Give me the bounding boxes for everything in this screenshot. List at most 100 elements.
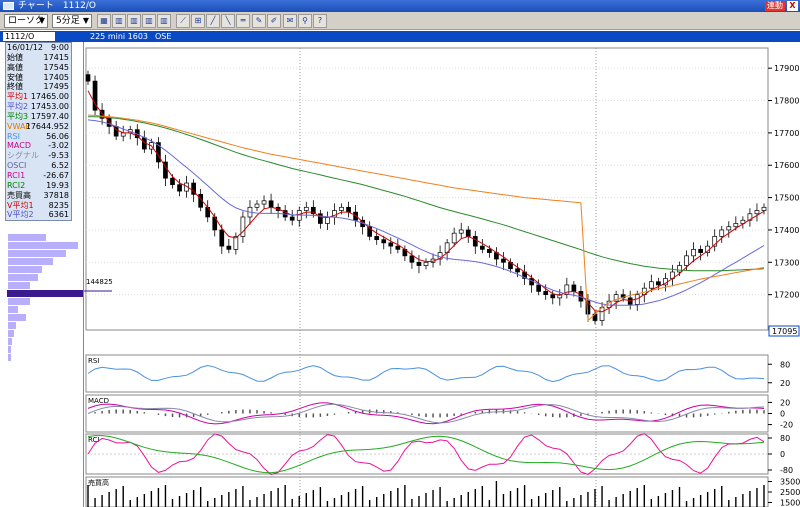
chart-icon[interactable]: ▥	[127, 14, 141, 28]
memo-icon[interactable]: ✉	[283, 14, 297, 28]
chart-icon[interactable]: ▥	[142, 14, 156, 28]
ohlc-label: RSI	[7, 131, 20, 141]
candle	[226, 245, 232, 250]
volume-profile-bar	[8, 346, 11, 353]
ohlc-label: 始値	[7, 52, 23, 62]
ohlc-label: RCI1	[7, 170, 26, 180]
candle	[571, 284, 577, 292]
title-bar: チャート 1112/O 連動 X	[0, 0, 800, 12]
ohlc-value: -26.67	[43, 170, 69, 180]
table-icon[interactable]: ▦	[97, 14, 111, 28]
candle	[303, 206, 309, 211]
price-axis-label: 17900	[774, 64, 799, 73]
ohlc-label: V平均2	[7, 210, 34, 220]
candle	[557, 294, 563, 299]
close-button[interactable]: X	[787, 1, 798, 11]
candle	[374, 236, 380, 240]
candle	[388, 242, 394, 247]
volume-profile-bar	[8, 258, 53, 265]
panel-axis-label: 80	[780, 360, 790, 369]
candle	[627, 297, 633, 305]
price-axis-label: 17200	[774, 291, 799, 300]
macd-label: MACD	[88, 397, 109, 405]
candle	[472, 236, 478, 247]
ohlc-label: MACD	[7, 141, 31, 151]
line-icon[interactable]: ╲	[221, 14, 235, 28]
panel-axis-label: -20	[780, 421, 793, 430]
volume-profile-bar	[8, 266, 42, 273]
line-icon[interactable]: ═	[236, 14, 250, 28]
volume-profile-bar	[8, 274, 38, 281]
candle	[451, 232, 457, 244]
ohlc-value: 17415	[43, 52, 69, 62]
candle	[409, 255, 415, 263]
ohlc-row: V平均1 8235	[6, 201, 71, 211]
volume-profile-bar	[8, 322, 16, 329]
volume-profile-bar	[8, 298, 30, 305]
ohlc-label: 平均1	[7, 92, 29, 102]
chart-type-select[interactable]: ローソク ▼	[4, 14, 48, 28]
ohlc-value: 6.52	[51, 161, 69, 171]
candle	[515, 268, 520, 273]
panel-axis-label: 25000	[780, 488, 800, 497]
chart-icon[interactable]: ▥	[157, 14, 171, 28]
ohlc-row: VWAP 17644.952	[6, 122, 71, 132]
chart-app-icon	[3, 2, 14, 10]
interval-select[interactable]: 5分足 ▼	[52, 14, 92, 28]
volume-profile-bar	[8, 354, 11, 361]
macd-panel	[85, 394, 769, 433]
panel-axis-label: -80	[780, 466, 793, 475]
candle	[254, 203, 260, 208]
ohlc-value: 37818	[43, 190, 69, 200]
info-bar: 1112/O 225 mini 1603 OSE	[0, 31, 800, 42]
symbol-input[interactable]: 1112/O	[2, 31, 56, 42]
ohlc-label: OSCI	[7, 161, 27, 171]
ohlc-value: 56.06	[46, 131, 69, 141]
candle	[268, 200, 274, 208]
pen-icon[interactable]: ✐	[267, 14, 281, 28]
ohlc-label: V平均1	[7, 200, 34, 210]
candle	[747, 213, 753, 221]
candle	[85, 74, 91, 82]
chart-icon[interactable]: ▥	[112, 14, 126, 28]
candle	[219, 229, 225, 247]
candle	[550, 294, 556, 299]
pen-icon[interactable]: ✎	[252, 14, 266, 28]
ohlc-label: 終値	[7, 82, 23, 92]
candle	[381, 239, 387, 244]
candle	[240, 216, 246, 237]
ohlc-panel: 16/01/12 9:00 始値 17415 高値 17545 安値 17405 終値 174…	[5, 42, 72, 222]
candle	[698, 249, 703, 253]
chart-type-value: ローソク	[8, 16, 45, 26]
candle	[613, 294, 619, 302]
candle	[339, 206, 344, 211]
linked-button[interactable]: 連動	[765, 1, 785, 11]
ohlc-label: VWAP	[7, 121, 31, 131]
price-axis-label: 17300	[774, 258, 799, 267]
ma1-line	[87, 90, 765, 313]
price-axis-label: 17400	[774, 226, 799, 235]
candle	[177, 184, 182, 192]
panel-axis-label: 0	[780, 450, 785, 459]
candle	[761, 206, 767, 211]
line-icon[interactable]: ╱	[206, 14, 220, 28]
ohlc-row: V平均2 6361	[6, 210, 71, 220]
chart-area[interactable]: 17900 17800 17700 17600 17500 17400 17300 17200…	[0, 42, 800, 507]
search-icon[interactable]: ⚲	[298, 14, 312, 28]
volume-profile-bar	[8, 282, 30, 289]
candle	[346, 206, 351, 213]
zoom-icon[interactable]: ⊞	[191, 14, 205, 28]
ohlc-row: RCI2 19.93	[6, 181, 71, 191]
trend-icon[interactable]: ⟋	[176, 14, 190, 28]
volume-profile-bar	[8, 314, 26, 321]
candle	[479, 245, 485, 250]
help-icon[interactable]: ?	[313, 14, 327, 28]
ohlc-value: 17453.00	[30, 102, 69, 112]
candle	[458, 229, 464, 234]
ma3-line	[88, 116, 765, 272]
candle	[261, 200, 267, 205]
candle	[754, 210, 760, 215]
poc-bar	[7, 290, 83, 297]
rsi-label: RSI	[88, 357, 99, 365]
datetime-row: 16/01/12 9:00	[6, 43, 71, 53]
